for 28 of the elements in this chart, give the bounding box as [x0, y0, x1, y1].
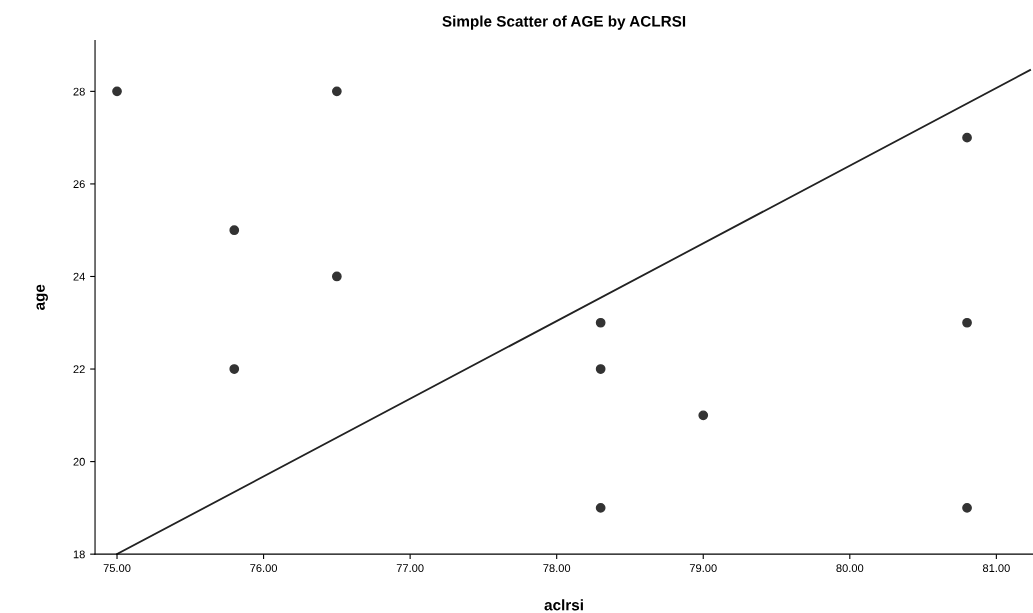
chart-title: Simple Scatter of AGE by ACLRSI — [442, 15, 686, 30]
point — [698, 410, 709, 421]
point — [595, 317, 606, 328]
y-tick-label: 20 — [73, 457, 85, 466]
y-tick-label: 24 — [73, 272, 85, 281]
x-tick-label: 80.00 — [836, 564, 864, 573]
y-axis-title: age — [36, 284, 48, 311]
y-tick-label: 26 — [73, 180, 85, 189]
x-tick-label: 75.00 — [103, 564, 131, 573]
x-axis-title: aclrsi — [544, 599, 583, 611]
point — [331, 271, 342, 282]
point — [229, 225, 240, 236]
y-tick-label: 28 — [73, 87, 85, 96]
point — [112, 86, 122, 97]
y-tick-label: 22 — [73, 365, 85, 374]
point — [229, 364, 240, 374]
x-tick-label: 79.00 — [689, 564, 717, 573]
x-tick-label: 76.00 — [250, 564, 278, 573]
x-tick-label: 78.00 — [543, 564, 571, 573]
y-tick-label: 18 — [73, 550, 85, 559]
point — [331, 86, 342, 97]
point — [962, 503, 972, 513]
point — [962, 317, 972, 328]
point — [962, 132, 972, 143]
point — [595, 364, 606, 374]
point — [595, 503, 606, 513]
x-tick-label: 81.00 — [982, 564, 1010, 573]
x-tick-label: 77.00 — [396, 564, 424, 573]
